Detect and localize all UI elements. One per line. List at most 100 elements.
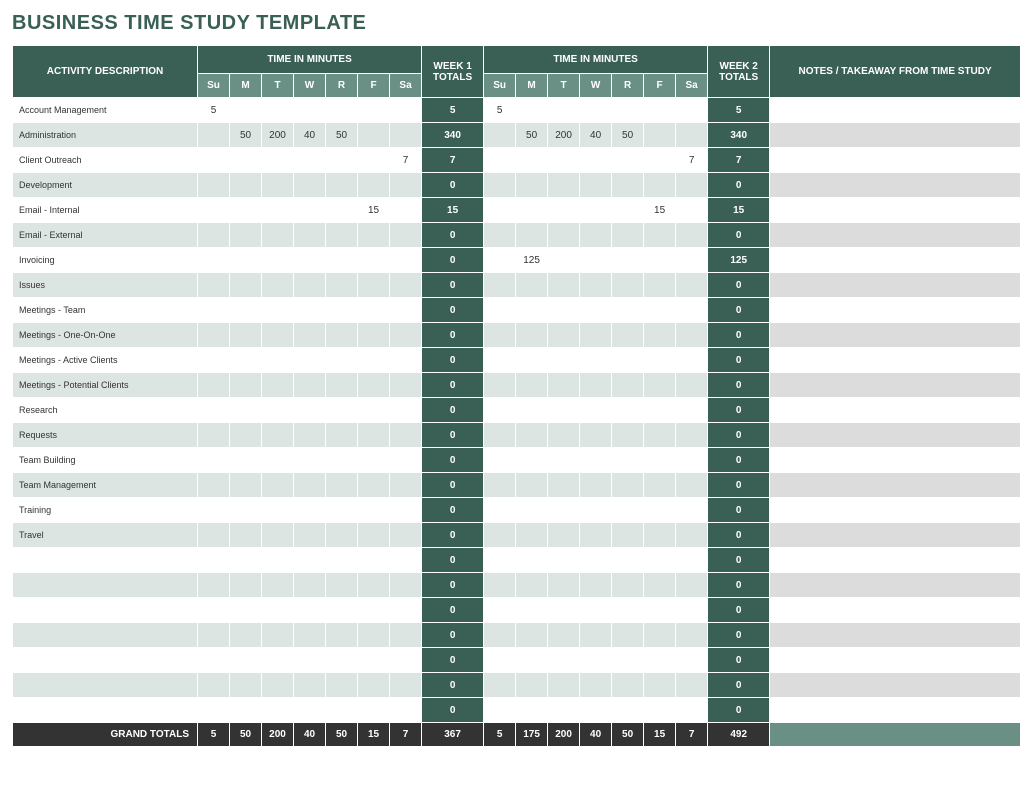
w1-day-cell[interactable] (358, 573, 390, 598)
w1-day-cell[interactable] (294, 473, 326, 498)
w2-day-cell[interactable] (516, 473, 548, 498)
w1-day-cell[interactable] (230, 323, 262, 348)
w1-day-cell[interactable] (262, 223, 294, 248)
activity-cell[interactable] (13, 573, 198, 598)
w2-day-cell[interactable] (644, 298, 676, 323)
w1-day-cell[interactable] (390, 173, 422, 198)
w1-day-cell[interactable] (326, 673, 358, 698)
w2-day-cell[interactable] (548, 423, 580, 448)
w2-day-cell[interactable] (676, 648, 708, 673)
w2-day-cell[interactable] (580, 523, 612, 548)
w2-day-cell[interactable]: 200 (548, 123, 580, 148)
activity-cell[interactable] (13, 698, 198, 723)
w1-day-cell[interactable] (390, 698, 422, 723)
w1-day-cell[interactable] (390, 473, 422, 498)
w2-day-cell[interactable] (484, 423, 516, 448)
w2-day-cell[interactable] (644, 373, 676, 398)
w2-day-cell[interactable] (644, 123, 676, 148)
w2-day-cell[interactable] (676, 273, 708, 298)
activity-cell[interactable]: Team Building (13, 448, 198, 473)
activity-cell[interactable]: Administration (13, 123, 198, 148)
w1-day-cell[interactable] (358, 673, 390, 698)
w2-day-cell[interactable] (484, 198, 516, 223)
w1-day-cell[interactable] (326, 298, 358, 323)
w1-day-cell[interactable] (358, 648, 390, 673)
w2-day-cell[interactable] (484, 473, 516, 498)
notes-cell[interactable] (770, 423, 1021, 448)
w1-day-cell[interactable]: 50 (326, 123, 358, 148)
w2-day-cell[interactable] (548, 548, 580, 573)
w2-day-cell[interactable] (580, 273, 612, 298)
w2-day-cell[interactable] (644, 598, 676, 623)
notes-cell[interactable] (770, 673, 1021, 698)
w2-day-cell[interactable] (548, 198, 580, 223)
w1-day-cell[interactable] (230, 198, 262, 223)
w1-day-cell[interactable] (358, 223, 390, 248)
w1-day-cell[interactable] (390, 523, 422, 548)
notes-cell[interactable] (770, 123, 1021, 148)
activity-cell[interactable]: Research (13, 398, 198, 423)
w1-day-cell[interactable] (294, 273, 326, 298)
w2-day-cell[interactable] (644, 573, 676, 598)
w1-day-cell[interactable] (294, 548, 326, 573)
w1-day-cell[interactable] (230, 598, 262, 623)
w1-day-cell[interactable] (262, 473, 294, 498)
w2-day-cell[interactable] (516, 198, 548, 223)
notes-cell[interactable] (770, 323, 1021, 348)
activity-cell[interactable] (13, 648, 198, 673)
w1-day-cell[interactable] (326, 498, 358, 523)
w2-day-cell[interactable] (484, 623, 516, 648)
activity-cell[interactable] (13, 673, 198, 698)
w2-day-cell[interactable] (484, 348, 516, 373)
w1-day-cell[interactable] (358, 298, 390, 323)
w1-day-cell[interactable] (262, 573, 294, 598)
w1-day-cell[interactable] (390, 223, 422, 248)
w1-day-cell[interactable] (230, 623, 262, 648)
w1-day-cell[interactable] (198, 498, 230, 523)
w1-day-cell[interactable] (198, 123, 230, 148)
w2-day-cell[interactable] (612, 348, 644, 373)
w2-day-cell[interactable] (644, 648, 676, 673)
w2-day-cell[interactable] (644, 698, 676, 723)
w2-day-cell[interactable] (516, 423, 548, 448)
notes-cell[interactable] (770, 223, 1021, 248)
w2-day-cell[interactable] (612, 148, 644, 173)
w1-day-cell[interactable] (262, 423, 294, 448)
w2-day-cell[interactable] (676, 623, 708, 648)
w1-day-cell[interactable] (198, 648, 230, 673)
w2-day-cell[interactable] (580, 448, 612, 473)
activity-cell[interactable]: Team Management (13, 473, 198, 498)
w1-day-cell[interactable] (326, 323, 358, 348)
w2-day-cell[interactable] (644, 148, 676, 173)
notes-cell[interactable] (770, 373, 1021, 398)
w1-day-cell[interactable] (230, 523, 262, 548)
w2-day-cell[interactable] (548, 598, 580, 623)
w2-day-cell[interactable] (484, 298, 516, 323)
w1-day-cell[interactable]: 7 (390, 148, 422, 173)
w1-day-cell[interactable] (262, 248, 294, 273)
w1-day-cell[interactable] (390, 598, 422, 623)
w1-day-cell[interactable] (326, 398, 358, 423)
w2-day-cell[interactable] (484, 498, 516, 523)
w1-day-cell[interactable] (294, 523, 326, 548)
notes-cell[interactable] (770, 523, 1021, 548)
w1-day-cell[interactable] (262, 548, 294, 573)
w2-day-cell[interactable] (580, 98, 612, 123)
notes-cell[interactable] (770, 698, 1021, 723)
activity-cell[interactable]: Client Outreach (13, 148, 198, 173)
w2-day-cell[interactable] (644, 498, 676, 523)
w1-day-cell[interactable] (294, 423, 326, 448)
w2-day-cell[interactable] (516, 373, 548, 398)
w2-day-cell[interactable] (484, 248, 516, 273)
w1-day-cell[interactable] (294, 148, 326, 173)
w1-day-cell[interactable] (326, 148, 358, 173)
w2-day-cell[interactable] (516, 698, 548, 723)
w1-day-cell[interactable] (262, 648, 294, 673)
notes-cell[interactable] (770, 623, 1021, 648)
w1-day-cell[interactable] (198, 348, 230, 373)
w1-day-cell[interactable] (230, 373, 262, 398)
w1-day-cell[interactable] (198, 148, 230, 173)
w1-day-cell[interactable] (198, 323, 230, 348)
w2-day-cell[interactable] (484, 673, 516, 698)
w1-day-cell[interactable] (230, 648, 262, 673)
